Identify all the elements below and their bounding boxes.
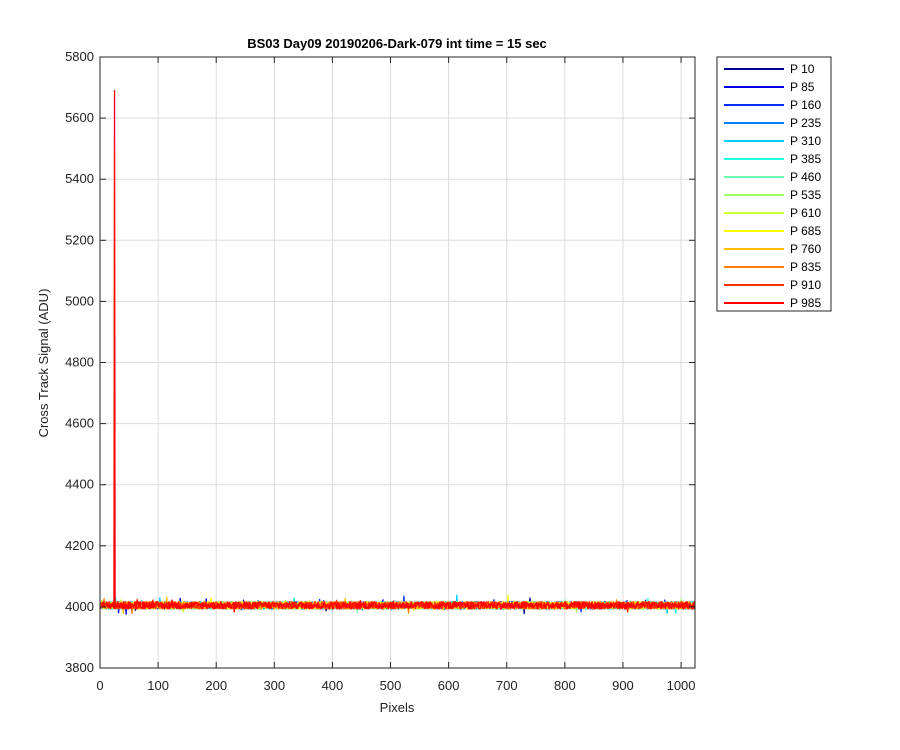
x-tick-label: 500	[380, 678, 402, 693]
x-tick-label: 100	[147, 678, 169, 693]
y-tick-label: 3800	[65, 660, 94, 675]
y-tick-label: 5600	[65, 110, 94, 125]
legend-entry-label: P 385	[790, 152, 821, 166]
axis-ticks: 0 100 200 300 400 500 600 700 800 900 1000 3800 4000…	[65, 49, 695, 693]
series-lines	[99, 89, 696, 615]
x-tick-label: 1000	[667, 678, 696, 693]
legend-entry-label: P 835	[790, 260, 821, 274]
y-axis-label: Cross Track Signal (ADU)	[36, 289, 51, 438]
legend-entry-label: P 460	[790, 170, 821, 184]
y-tick-label: 5200	[65, 232, 94, 247]
legend-entry-label: P 535	[790, 188, 821, 202]
legend-entry-label: P 910	[790, 278, 821, 292]
x-tick-label: 600	[438, 678, 460, 693]
legend-box	[716, 56, 832, 312]
x-tick-label: 0	[96, 678, 103, 693]
y-tick-label: 4600	[65, 416, 94, 431]
series-line	[99, 89, 696, 613]
legend-entry-label: P 160	[790, 98, 821, 112]
y-tick-label: 5800	[65, 49, 94, 64]
y-tick-label: 4000	[65, 599, 94, 614]
x-axis-label: Pixels	[380, 700, 415, 715]
legend-entry-label: P 760	[790, 242, 821, 256]
legend-entry-label: P 310	[790, 134, 821, 148]
y-tick-label: 5000	[65, 293, 94, 308]
x-tick-label: 900	[612, 678, 634, 693]
y-tick-label: 5400	[65, 171, 94, 186]
legend-entry-label: P 685	[790, 224, 821, 238]
x-tick-label: 200	[205, 678, 227, 693]
legend-entry-label: P 985	[790, 296, 821, 310]
x-tick-label: 800	[554, 678, 576, 693]
x-tick-label: 300	[263, 678, 285, 693]
x-tick-label: 700	[496, 678, 518, 693]
legend-entry-label: P 10	[790, 62, 815, 76]
y-tick-label: 4200	[65, 538, 94, 553]
y-tick-label: 4400	[65, 477, 94, 492]
chart-title: BS03 Day09 20190206-Dark-079 int time = …	[247, 36, 547, 51]
legend-entry-label: P 610	[790, 206, 821, 220]
x-tick-label: 400	[322, 678, 344, 693]
y-tick-label: 4800	[65, 355, 94, 370]
legend-entry-label: P 235	[790, 116, 821, 130]
legend-entry-label: P 85	[790, 80, 815, 94]
legend: P 10 P 85 P 160 P 235 P 310 P 385 P 460 P 535 P …	[716, 56, 832, 312]
